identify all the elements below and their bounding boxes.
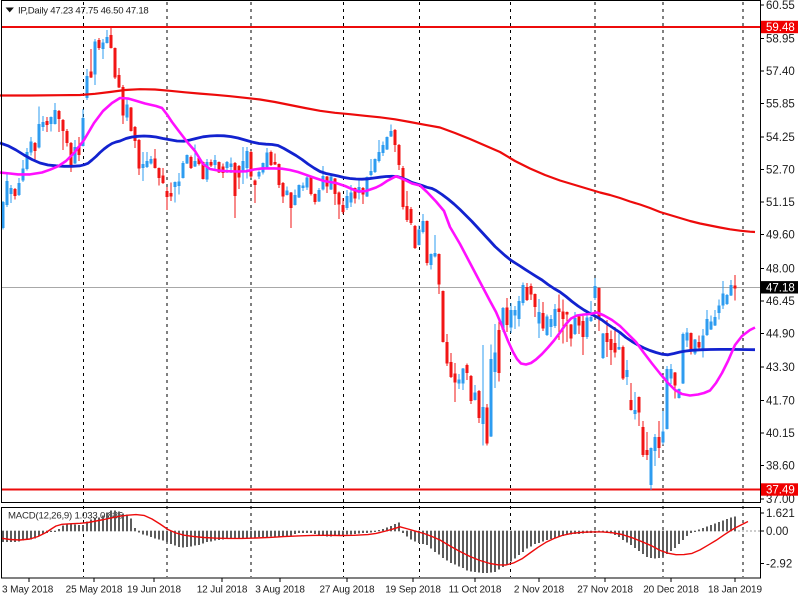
svg-text:27 Nov 2018: 27 Nov 2018 xyxy=(577,585,633,596)
svg-text:19 Jun 2018: 19 Jun 2018 xyxy=(127,585,181,596)
svg-text:59.48: 59.48 xyxy=(766,22,795,34)
svg-text:25 May 2018: 25 May 2018 xyxy=(66,585,123,596)
svg-text:2 Nov 2018: 2 Nov 2018 xyxy=(514,585,565,596)
svg-text:48.00: 48.00 xyxy=(766,263,795,275)
svg-text:37.49: 37.49 xyxy=(766,485,795,497)
svg-text:44.90: 44.90 xyxy=(766,328,795,340)
svg-text:54.25: 54.25 xyxy=(766,132,795,144)
svg-text:37.00: 37.00 xyxy=(766,494,795,506)
svg-text:IP,Daily 47.23 47.75 46.50 47: IP,Daily 47.23 47.75 46.50 47.18 xyxy=(18,6,149,17)
svg-text:60.55: 60.55 xyxy=(766,0,795,12)
svg-text:19 Sep 2018: 19 Sep 2018 xyxy=(385,585,441,596)
svg-text:41.70: 41.70 xyxy=(766,395,795,407)
svg-text:11 Oct 2018: 11 Oct 2018 xyxy=(449,585,502,596)
svg-text:20 Dec 2018: 20 Dec 2018 xyxy=(643,585,699,596)
svg-text:49.60: 49.60 xyxy=(766,230,795,242)
svg-text:1.621: 1.621 xyxy=(766,508,795,520)
svg-text:40.15: 40.15 xyxy=(766,428,795,440)
svg-text:58.95: 58.95 xyxy=(766,34,795,46)
svg-text:MACD(12,26,9) 1.033 0.885: MACD(12,26,9) 1.033 0.885 xyxy=(8,511,123,522)
svg-text:46.45: 46.45 xyxy=(766,296,795,308)
svg-text:47.18: 47.18 xyxy=(766,283,795,295)
svg-text:27 Aug 2018: 27 Aug 2018 xyxy=(319,585,375,596)
svg-text:-2.92: -2.92 xyxy=(766,558,792,570)
svg-text:43.30: 43.30 xyxy=(766,362,795,374)
svg-text:0.00: 0.00 xyxy=(766,526,788,538)
svg-text:51.15: 51.15 xyxy=(766,197,795,209)
svg-text:3 Aug 2018: 3 Aug 2018 xyxy=(255,585,305,596)
svg-text:55.85: 55.85 xyxy=(766,99,795,111)
svg-text:18 Jan 2019: 18 Jan 2019 xyxy=(708,585,762,596)
svg-text:52.70: 52.70 xyxy=(766,165,795,177)
svg-text:12 Jul 2018: 12 Jul 2018 xyxy=(197,585,248,596)
svg-text:3 May 2018: 3 May 2018 xyxy=(2,585,54,596)
svg-text:57.40: 57.40 xyxy=(766,66,795,78)
svg-text:38.60: 38.60 xyxy=(766,461,795,473)
